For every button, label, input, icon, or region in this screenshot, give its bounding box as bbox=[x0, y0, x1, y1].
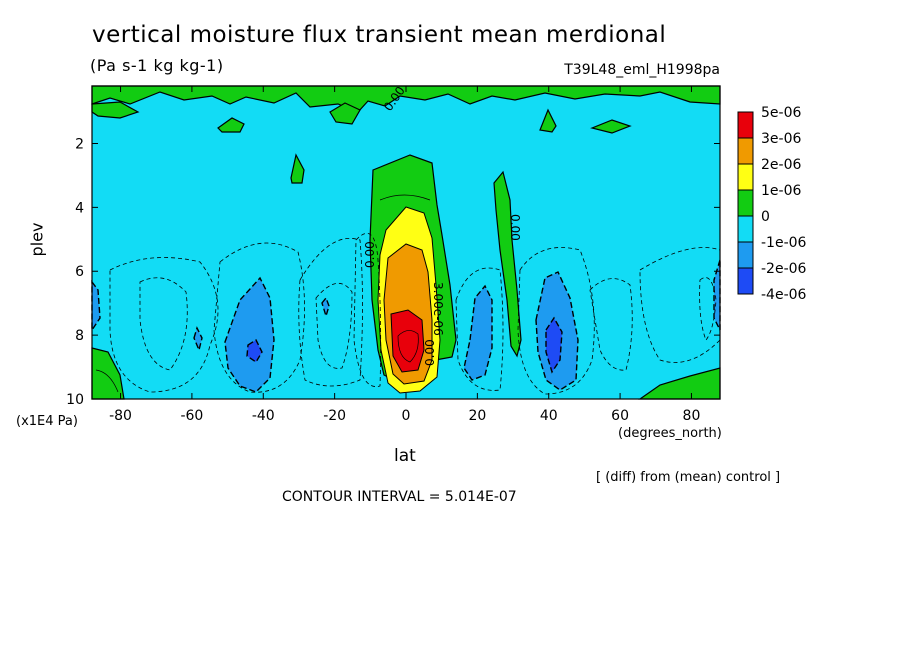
deep-neg-40s bbox=[246, 338, 263, 363]
contour-right-wide bbox=[639, 247, 721, 363]
contour-label-30n: 0.00 bbox=[508, 214, 522, 241]
contour-60n bbox=[589, 278, 633, 371]
y-axis-unit: (x1E4 Pa) bbox=[16, 414, 78, 429]
contour-mid-south bbox=[298, 238, 363, 387]
colorbar-label-0: 5e-06 bbox=[761, 105, 801, 121]
deep-negative-regions bbox=[246, 316, 563, 374]
contour-right-inner bbox=[699, 277, 717, 341]
colorbar-label-4: 0 bbox=[761, 209, 770, 225]
colorbar-swatch-4 bbox=[737, 215, 754, 243]
red-region bbox=[390, 309, 425, 373]
colorbar-label-6: -2e-06 bbox=[761, 261, 807, 277]
top-band-region bbox=[91, 85, 721, 113]
colorbar-label-1: 3e-06 bbox=[761, 131, 801, 147]
y-tick-label-1: 4 bbox=[75, 200, 84, 216]
plume-contour-c bbox=[95, 369, 119, 393]
x-tick-label-5: 20 bbox=[468, 408, 486, 424]
chart-units: (Pa s-1 kg kg-1) bbox=[90, 56, 224, 75]
blob-top-right bbox=[539, 108, 557, 133]
y-tick-label-3: 8 bbox=[75, 328, 84, 344]
colorbar-swatch-0 bbox=[737, 111, 754, 139]
plume-contour-a bbox=[397, 330, 419, 363]
y-tick-label-2: 6 bbox=[75, 264, 84, 280]
blob-top-mid bbox=[329, 102, 361, 125]
deep-neg-40n bbox=[545, 316, 563, 374]
contour-equator-outer bbox=[353, 233, 382, 388]
thin-negative-contours bbox=[109, 233, 721, 395]
contour-40n-outer bbox=[517, 247, 595, 395]
neg-region-20s bbox=[321, 296, 330, 319]
colorbar-swatch-3 bbox=[737, 189, 754, 217]
x-axis-label: lat bbox=[394, 446, 416, 466]
chart-title: vertical moisture flux transient mean me… bbox=[92, 22, 667, 48]
plume-30n bbox=[493, 170, 522, 358]
x-tick-label-2: -40 bbox=[252, 408, 275, 424]
colorbar-label-2: 2e-06 bbox=[761, 157, 801, 173]
plume-contour-b bbox=[379, 194, 431, 201]
blob-left-30 bbox=[290, 153, 305, 184]
colorbar-label-7: -4e-06 bbox=[761, 287, 807, 303]
neg-region-20n bbox=[463, 284, 493, 381]
colorbar-swatch-2 bbox=[737, 163, 754, 191]
x-tick-label-7: 60 bbox=[611, 408, 629, 424]
blob-top-left bbox=[217, 117, 245, 133]
x-tick-label-1: -60 bbox=[180, 408, 203, 424]
colorbar-label-3: 1e-06 bbox=[761, 183, 801, 199]
plume-inner-contours bbox=[95, 194, 431, 393]
contour-mid-south-inner bbox=[315, 283, 353, 369]
colorbar-label-5: -1e-06 bbox=[761, 235, 807, 251]
x-axis: -80 -60 -40 -20 0 20 40 60 80 bbox=[109, 86, 700, 424]
x-tick-label-8: 80 bbox=[683, 408, 701, 424]
contour-label-plume-west: 0.00 bbox=[363, 241, 377, 268]
colorbar-swatch-5 bbox=[737, 241, 754, 269]
contour-left-wide bbox=[109, 257, 219, 393]
y-axis: 2 4 6 8 10 bbox=[66, 136, 720, 408]
y-tick-label-4: 10 bbox=[66, 392, 84, 408]
colorbar: 5e-06 3e-06 2e-06 1e-06 0 -1e-06 -2e-06 -4e-06 bbox=[737, 105, 807, 303]
blob-top-far-right bbox=[590, 119, 632, 134]
contour-left-mid bbox=[213, 242, 305, 393]
x-tick-label-0: -80 bbox=[109, 408, 132, 424]
contour-left-inner bbox=[139, 277, 188, 371]
y-tick-label-0: 2 bbox=[75, 136, 84, 152]
contour-label-plume-east: 0.00 bbox=[423, 339, 437, 366]
contour-20n-outer bbox=[455, 267, 504, 391]
contour-interval: CONTOUR INTERVAL = 5.014E-07 bbox=[282, 489, 517, 505]
colorbar-swatch-6 bbox=[737, 267, 754, 295]
neg-region-40s bbox=[224, 276, 275, 393]
x-tick-label-6: 40 bbox=[540, 408, 558, 424]
contour-label-plume-max: 3.00e-06 bbox=[431, 282, 445, 336]
x-tick-label-3: -20 bbox=[323, 408, 346, 424]
colorbar-swatch-1 bbox=[737, 137, 754, 165]
x-tick-label-4: 0 bbox=[402, 408, 411, 424]
x-axis-unit: (degrees_north) bbox=[618, 426, 722, 441]
run-label: T39L48_eml_H1998pa bbox=[564, 62, 720, 78]
diff-note: [ (diff) from (mean) control ] bbox=[596, 470, 781, 485]
neg-region-60s bbox=[193, 326, 203, 353]
